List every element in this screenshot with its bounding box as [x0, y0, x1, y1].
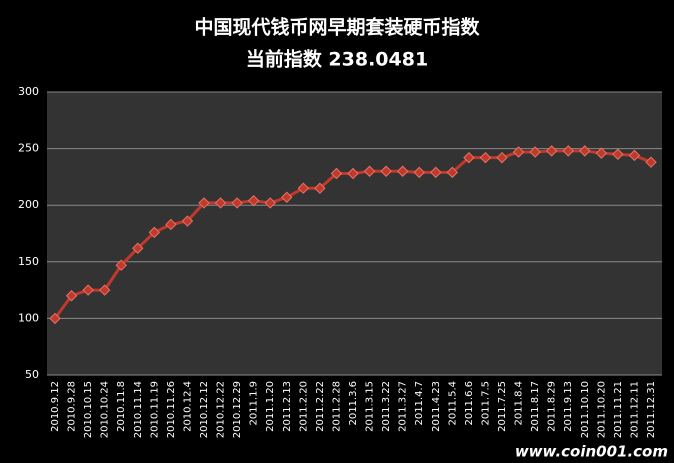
marker: [214, 197, 227, 209]
x-tick-label: 2011.8.29: [547, 381, 558, 432]
x-tick-label: 2011.7.5: [480, 381, 491, 426]
y-tick-label: 150: [18, 255, 39, 268]
x-tick-label: 2011.10.20: [596, 381, 607, 438]
x-tick-label: 2011.4.7: [414, 381, 425, 426]
marker: [314, 182, 326, 194]
y-tick-label: 100: [18, 311, 39, 324]
x-tick-label: 2011.6.6: [464, 381, 475, 426]
marker: [363, 165, 376, 177]
x-tick-label: 2010.11.8: [116, 381, 127, 432]
marker: [645, 156, 657, 168]
x-tick-label: 2011.8.17: [530, 381, 541, 432]
x-tick-label: 2011.11.21: [613, 381, 624, 438]
x-tick-label: 2011.12.11: [629, 381, 640, 438]
marker: [281, 191, 293, 203]
x-tick-label: 2010.9.12: [50, 381, 61, 432]
marker: [562, 145, 574, 157]
x-tick-label: 2011.1.20: [265, 381, 276, 432]
y-tick-label: 300: [18, 85, 39, 98]
x-tick-label: 2011.3.15: [365, 381, 376, 432]
watermark: www.coin001.com: [515, 443, 668, 461]
x-tick-label: 2011.7.25: [497, 381, 508, 432]
marker: [297, 182, 310, 194]
x-tick-label: 2010.11.26: [166, 381, 177, 438]
marker: [446, 166, 459, 179]
marker: [545, 145, 558, 157]
marker: [413, 166, 425, 179]
marker: [98, 284, 111, 296]
x-tick-label: 2011.2.28: [331, 381, 342, 432]
marker: [463, 151, 475, 164]
x-tick-label: 2010.12.4: [182, 381, 193, 432]
chart-title: 中国现代钱币网早期套装硬币指数: [194, 16, 480, 39]
x-tick-label: 2011.3.27: [398, 381, 409, 432]
marker: [231, 197, 243, 209]
marker: [115, 259, 127, 271]
x-tick-label: 2011.8.4: [514, 381, 525, 426]
x-tick-label: 2010.12.29: [232, 381, 243, 438]
marker: [512, 146, 525, 158]
marker: [264, 197, 276, 209]
x-tick-label: 2011.3.6: [348, 381, 359, 426]
x-tick-label: 2011.5.4: [447, 381, 458, 426]
marker: [165, 218, 177, 231]
x-tick-label: 2011.2.13: [282, 381, 293, 432]
marker: [198, 197, 210, 209]
marker: [479, 151, 492, 164]
marker: [579, 145, 591, 157]
marker: [347, 167, 359, 180]
y-tick-label: 50: [25, 368, 39, 381]
marker: [82, 284, 94, 296]
x-tick-label: 2010.12.12: [199, 381, 210, 438]
marker: [65, 290, 78, 302]
plot-area: [47, 92, 662, 375]
x-tick-label: 2011.10.10: [580, 381, 591, 438]
marker: [247, 194, 260, 207]
y-tick-label: 250: [18, 142, 39, 155]
x-tick-label: 2011.4.23: [431, 381, 442, 432]
marker: [496, 151, 508, 164]
marker: [612, 148, 624, 160]
marker: [181, 215, 194, 227]
marker: [49, 312, 61, 325]
x-tick-label: 2010.11.19: [149, 381, 160, 438]
x-tick-label: 2010.9.28: [67, 381, 78, 432]
marker: [330, 167, 343, 180]
y-tick-label: 200: [18, 198, 39, 211]
marker: [628, 149, 641, 162]
x-tick-label: 2011.2.20: [298, 381, 309, 432]
x-tick-label: 2011.1.9: [249, 381, 260, 426]
x-tick-label: 2010.10.24: [100, 381, 111, 438]
marker: [595, 147, 608, 159]
x-tick-label: 2011.2.22: [315, 381, 326, 432]
x-tick-label: 2010.12.22: [216, 381, 227, 438]
chart-subtitle: 当前指数 238.0481: [246, 48, 428, 71]
marker: [148, 226, 161, 239]
x-tick-label: 2011.9.13: [563, 381, 574, 432]
marker: [380, 165, 392, 177]
marker: [430, 166, 442, 179]
x-tick-label: 2010.11.14: [133, 381, 144, 438]
marker: [396, 165, 409, 177]
x-tick-label: 2011.3.22: [381, 381, 392, 432]
x-tick-label: 2010.10.15: [83, 381, 94, 438]
x-tick-label: 2011.12.31: [646, 381, 657, 438]
marker: [132, 242, 144, 254]
marker: [529, 146, 541, 158]
